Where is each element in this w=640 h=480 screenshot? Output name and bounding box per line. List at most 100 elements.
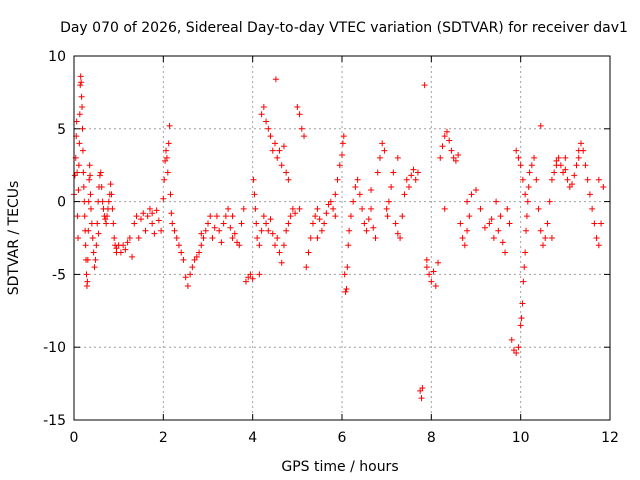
data-point <box>98 184 105 191</box>
data-point <box>535 205 542 212</box>
data-point <box>83 271 90 278</box>
data-point <box>562 166 569 173</box>
data-point <box>87 205 94 212</box>
data-point <box>598 220 605 227</box>
data-point <box>86 176 93 183</box>
data-point <box>515 154 522 161</box>
data-point <box>89 235 96 241</box>
data-point <box>548 235 555 241</box>
data-point <box>75 162 82 169</box>
data-point <box>524 198 531 205</box>
data-point <box>323 210 330 217</box>
data-point <box>272 140 278 147</box>
data-point <box>198 242 205 249</box>
data-point <box>107 181 114 188</box>
data-point <box>392 220 399 227</box>
data-point <box>231 230 238 237</box>
data-point <box>339 140 346 147</box>
data-point <box>551 169 558 176</box>
data-point <box>452 157 459 164</box>
data-point <box>388 184 395 191</box>
data-point <box>168 210 175 217</box>
data-point <box>403 176 410 183</box>
data-point <box>361 220 368 227</box>
data-point <box>381 147 388 154</box>
chart-title: Day 070 of 2026, Sidereal Day-to-day VTE… <box>60 20 628 36</box>
data-point <box>287 213 294 220</box>
y-tick-label: 0 <box>57 195 66 211</box>
data-point <box>252 205 259 212</box>
data-point <box>418 395 425 402</box>
data-point <box>457 220 464 227</box>
data-point <box>200 235 207 241</box>
data-point <box>82 242 89 249</box>
data-point <box>346 227 353 234</box>
data-point <box>196 249 203 256</box>
data-point <box>85 198 92 205</box>
data-point <box>352 184 359 191</box>
data-point <box>265 227 272 234</box>
data-point <box>569 181 576 188</box>
data-point <box>332 213 339 220</box>
data-point <box>126 235 133 241</box>
data-point <box>80 184 87 191</box>
data-point <box>213 213 220 220</box>
data-point <box>182 274 189 281</box>
data-point <box>211 224 218 231</box>
data-point <box>345 242 352 249</box>
data-point <box>316 216 323 223</box>
data-point <box>164 169 171 176</box>
data-point <box>274 154 281 161</box>
x-axis-label: GPS time / hours <box>281 459 398 475</box>
data-point <box>397 235 404 241</box>
data-point <box>336 162 343 169</box>
data-point <box>298 125 305 132</box>
data-point <box>359 205 366 212</box>
data-point <box>459 235 466 241</box>
data-point <box>205 220 211 227</box>
data-point <box>330 205 337 212</box>
data-point <box>455 152 462 159</box>
data-point <box>122 246 129 253</box>
data-point <box>343 285 350 292</box>
data-point <box>379 140 386 147</box>
data-point <box>87 191 94 198</box>
y-tick-label: -10 <box>43 340 66 356</box>
data-point <box>477 205 484 212</box>
data-point <box>240 205 247 212</box>
data-point <box>242 278 249 285</box>
data-point <box>74 213 81 220</box>
data-point <box>508 336 515 343</box>
data-point <box>180 256 187 263</box>
x-tick-label: 0 <box>70 430 79 446</box>
data-point <box>160 195 167 202</box>
x-tick-label: 4 <box>248 430 257 446</box>
data-point <box>167 191 174 198</box>
data-point <box>124 239 131 246</box>
data-point <box>155 217 162 224</box>
data-point <box>84 278 91 285</box>
data-point <box>354 176 361 183</box>
data-point <box>75 235 82 241</box>
data-point <box>340 133 347 140</box>
data-point <box>540 242 546 249</box>
data-point <box>584 176 591 183</box>
data-point <box>189 264 196 271</box>
data-point <box>372 235 379 241</box>
data-point <box>161 176 168 183</box>
data-point <box>533 176 540 183</box>
data-point <box>419 384 426 391</box>
data-point <box>307 235 314 241</box>
data-point <box>342 288 349 295</box>
data-point <box>169 220 176 227</box>
data-point <box>84 256 91 263</box>
data-point <box>356 191 363 198</box>
data-point <box>370 224 377 231</box>
data-point <box>443 128 450 135</box>
data-point <box>77 82 84 89</box>
data-point <box>435 259 442 266</box>
data-point <box>78 93 85 100</box>
data-point <box>406 184 412 191</box>
data-point <box>260 103 267 110</box>
data-point <box>548 176 555 183</box>
